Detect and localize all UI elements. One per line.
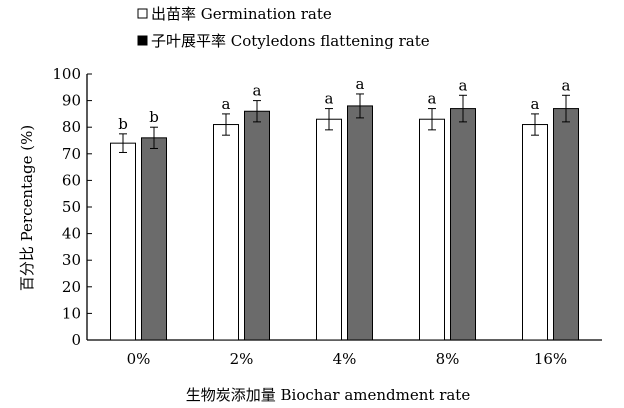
- significance-letter: b: [149, 108, 159, 126]
- x-tick-label: 8%: [436, 350, 460, 368]
- bar: [244, 110, 270, 341]
- y-tick-label: 20: [62, 278, 81, 296]
- y-tick-label: 30: [62, 251, 81, 269]
- significance-letter: a: [356, 75, 365, 93]
- y-tick-label: 40: [62, 225, 81, 243]
- x-tick-label: 0%: [127, 350, 151, 368]
- significance-letter: a: [428, 90, 437, 108]
- significance-letter: a: [253, 82, 262, 100]
- legend-label-germination: 出苗率 Germination rate: [151, 5, 332, 23]
- y-tick-label: 0: [71, 331, 81, 349]
- bar: [347, 105, 373, 341]
- x-tick-label: 2%: [230, 350, 254, 368]
- y-tick-label: 60: [62, 171, 81, 189]
- significance-letter: a: [562, 76, 571, 94]
- bar: [553, 108, 579, 341]
- legend-label-cotyledons: 子叶展平率 Cotyledons flattening rate: [151, 32, 430, 50]
- significance-letter: a: [459, 76, 468, 94]
- y-tick-label: 100: [52, 65, 81, 83]
- x-axis-title: 生物炭添加量 Biochar amendment rate: [186, 386, 471, 404]
- significance-letter: a: [325, 90, 334, 108]
- bar: [419, 118, 445, 341]
- bar: [213, 124, 239, 341]
- x-axis-ticks: 0% 2% 4% 8% 16%: [127, 350, 568, 368]
- x-tick-label: 4%: [333, 350, 357, 368]
- bar: [522, 124, 548, 341]
- y-tick-label: 10: [62, 304, 81, 322]
- y-axis-ticks: 0 10 20 30 40 50 60 70 80 90 100: [52, 65, 92, 349]
- significance-letter: a: [531, 95, 540, 113]
- bar: [450, 108, 476, 341]
- significance-letter: a: [222, 95, 231, 113]
- legend-swatch-germination: [137, 8, 148, 19]
- y-tick-label: 80: [62, 118, 81, 136]
- legend: 出苗率 Germination rate 子叶展平率 Cotyledons fl…: [137, 5, 430, 50]
- y-tick-label: 90: [62, 92, 81, 110]
- bar: [110, 142, 136, 341]
- bars: b b a a a a a a a a: [110, 75, 579, 341]
- bar: [141, 137, 167, 341]
- y-tick-label: 50: [62, 198, 81, 216]
- y-tick-label: 70: [62, 145, 81, 163]
- legend-swatch-cotyledons: [137, 35, 148, 46]
- x-tick-label: 16%: [534, 350, 567, 368]
- y-axis-title: 百分比 Percentage (%): [18, 125, 36, 291]
- bar: [316, 118, 342, 341]
- significance-letter: b: [118, 115, 128, 133]
